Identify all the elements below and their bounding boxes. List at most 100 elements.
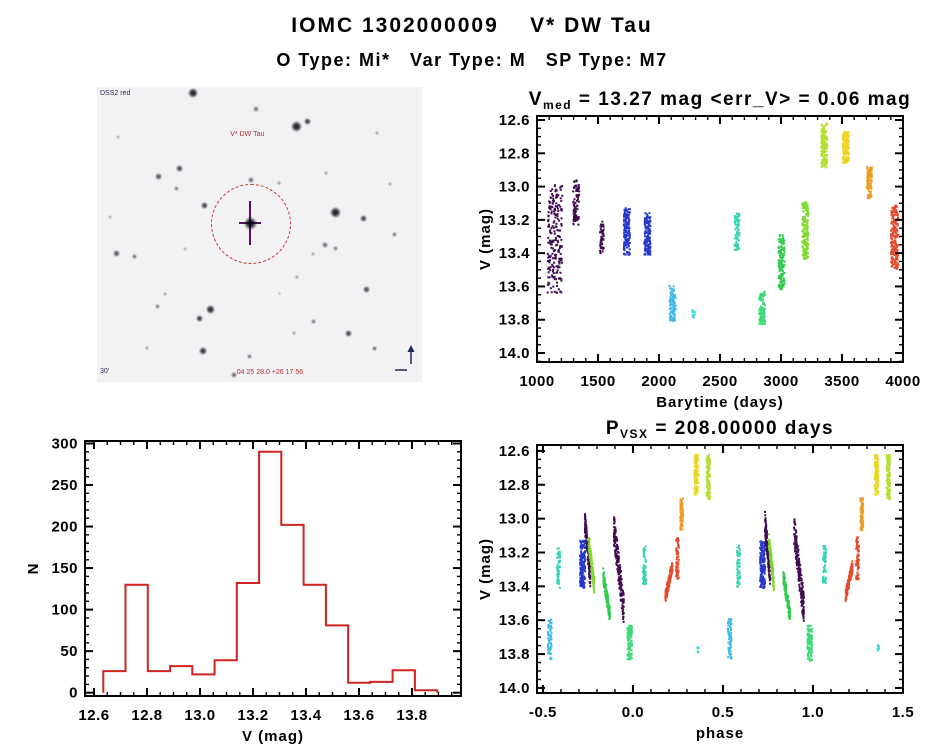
target-name-label: V* DW Tau: [230, 131, 265, 139]
svg-text:14.0: 14.0: [499, 345, 530, 362]
survey-label: DSS2 red: [100, 90, 131, 97]
svg-text:13.4: 13.4: [499, 578, 530, 595]
histogram-panel: 12.6 12.8 13.0 13.2 13.4 13.6 13.8 0 50 100 150 200…: [25, 435, 462, 745]
svg-text:300: 300: [51, 435, 78, 452]
star: [247, 354, 253, 360]
star: [374, 130, 379, 135]
svg-text:3000: 3000: [763, 373, 798, 390]
star: [145, 346, 150, 351]
star: [163, 291, 168, 296]
star: [391, 232, 397, 237]
page-title: IOMC 1302000009 V* DW Tau: [291, 14, 653, 37]
lightcurve-axes: 1000 1500 2000 2500 3000 3500 4000 12.6 12.8 13.0…: [477, 89, 920, 411]
star: [321, 241, 328, 248]
histogram-axes: 12.6 12.8 13.0 13.2 13.4 13.6 13.8 0 50 100 150 200…: [25, 435, 462, 745]
svg-text:0: 0: [69, 685, 78, 702]
star: [131, 254, 137, 260]
svg-text:2000: 2000: [641, 373, 676, 390]
scale-label: 30': [100, 368, 110, 375]
svg-text:13.8: 13.8: [396, 707, 427, 724]
star: [277, 180, 281, 185]
svg-text:13.2: 13.2: [499, 544, 530, 561]
svg-text:-0.5: -0.5: [529, 704, 557, 721]
svg-text:13.4: 13.4: [290, 707, 321, 724]
svg-text:13.6: 13.6: [343, 707, 374, 724]
svg-text:12.6: 12.6: [499, 443, 530, 460]
svg-text:4000: 4000: [885, 373, 920, 390]
coordinates-label: 04 25 28.0 +26 17 56: [236, 369, 304, 376]
star: [248, 176, 255, 183]
svg-text:13.0: 13.0: [184, 707, 215, 724]
lightcurve-panel: 1000 1500 2000 2500 3000 3500 4000 12.6 12.8 13.0…: [477, 89, 920, 411]
star: [200, 201, 208, 209]
star: [333, 246, 339, 252]
star: [291, 331, 296, 336]
star: [113, 250, 120, 258]
star: [108, 214, 112, 219]
svg-text:150: 150: [51, 560, 78, 577]
star: [304, 118, 312, 126]
svg-text:13.8: 13.8: [499, 312, 530, 329]
lightcurve-points: [546, 122, 900, 326]
phase-panel: -0.5 0.0 0.5 1.0 1.5 12.6 12.8 13.0 13.2 13.4 13.6…: [477, 418, 914, 742]
star: [310, 319, 316, 325]
svg-text:13.6: 13.6: [499, 612, 530, 629]
svg-text:100: 100: [51, 602, 78, 619]
svg-text:13.2: 13.2: [237, 707, 268, 724]
svg-text:0.0: 0.0: [622, 704, 644, 721]
star: [116, 135, 121, 140]
svg-text:12.8: 12.8: [499, 145, 530, 162]
star: [195, 315, 203, 323]
svg-text:13.8: 13.8: [499, 646, 530, 663]
lightcurve-title: Vmed = 13.27 mag <err_V> = 0.06 mag: [529, 89, 911, 112]
star: [277, 292, 281, 295]
star: [176, 164, 184, 172]
svg-text:1500: 1500: [580, 373, 615, 390]
svg-text:1000: 1000: [519, 373, 554, 390]
svg-text:V (mag): V (mag): [477, 208, 494, 270]
aperture-circle: [211, 184, 292, 265]
svg-text:N: N: [25, 563, 42, 575]
star: [330, 206, 342, 218]
svg-text:12.6: 12.6: [499, 112, 530, 129]
star: [198, 347, 207, 356]
phase-title: PVSX = 208.00000 days: [606, 418, 834, 441]
compass-icon: [395, 345, 415, 371]
svg-text:12.8: 12.8: [131, 707, 162, 724]
star: [154, 304, 160, 310]
histogram-steps: [102, 450, 439, 693]
star: [230, 371, 237, 378]
svg-text:0.5: 0.5: [712, 704, 734, 721]
phase-points: [546, 453, 892, 662]
phase-axes: -0.5 0.0 0.5 1.0 1.5 12.6 12.8 13.0 13.2 13.4 13.6…: [477, 418, 914, 742]
star: [345, 329, 353, 337]
star: [243, 216, 257, 230]
svg-text:Barytime (days): Barytime (days): [656, 394, 784, 411]
star: [294, 275, 299, 280]
svg-text:13.4: 13.4: [499, 245, 530, 262]
svg-text:13.6: 13.6: [499, 278, 530, 295]
svg-text:V (mag): V (mag): [477, 538, 494, 600]
star: [363, 285, 371, 293]
svg-text:1.0: 1.0: [802, 704, 824, 721]
svg-text:V (mag): V (mag): [242, 728, 304, 745]
star: [372, 345, 378, 351]
star: [311, 251, 316, 256]
star: [291, 121, 303, 133]
svg-text:1.5: 1.5: [892, 704, 914, 721]
svg-text:50: 50: [60, 643, 78, 660]
star: [360, 214, 367, 222]
star: [206, 305, 216, 315]
svg-text:200: 200: [51, 519, 78, 536]
svg-text:14.0: 14.0: [499, 680, 530, 697]
svg-text:3500: 3500: [824, 373, 859, 390]
star: [387, 182, 392, 187]
finding-chart: DSS2 red V* DW Tau 04 25 28.0 +26 17 56 …: [97, 87, 422, 382]
svg-text:13.0: 13.0: [499, 179, 530, 196]
star: [187, 87, 198, 98]
star: [324, 170, 329, 175]
star: [174, 186, 180, 192]
star: [253, 106, 260, 113]
